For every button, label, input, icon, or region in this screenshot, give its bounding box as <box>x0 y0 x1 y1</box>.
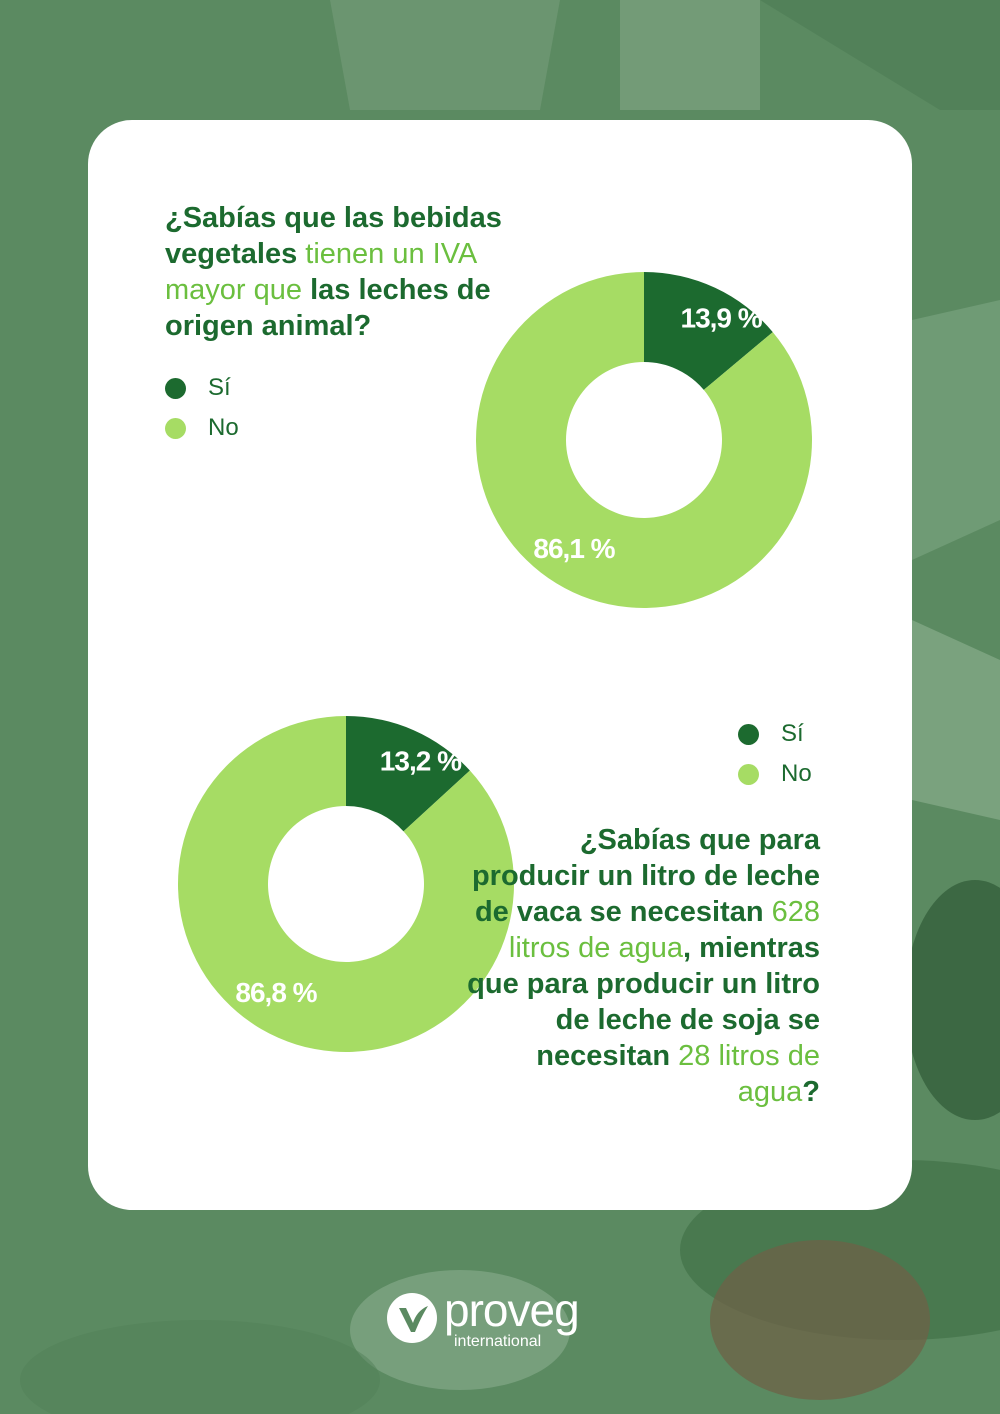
legend-dot-light <box>165 417 186 439</box>
legend-item-no: No <box>738 754 812 794</box>
question-text-part: 628 litros de agua <box>508 896 820 964</box>
legend-label-si: Sí <box>208 374 231 401</box>
donut-slice-no <box>476 272 812 608</box>
logo-subtitle: international <box>454 1333 542 1350</box>
question-2-text: ¿Sabías que para producir un litro de le… <box>458 822 820 1110</box>
donut-chart-1: 13,9 % 86,1 % <box>476 272 812 608</box>
question-text-part: ¿Sabías que para producir un litro de le… <box>471 824 820 928</box>
question-text-part: ¿Sabías que las bebidas vegetales <box>165 202 502 270</box>
logo-wordmark: proveg <box>444 1284 580 1336</box>
question-text-part: ? <box>802 1076 820 1108</box>
question-text-part: 28 litros de agua <box>678 1040 820 1108</box>
legend-item-si: Sí <box>165 368 239 408</box>
donut-slice-si <box>346 716 470 832</box>
legend-dot-dark <box>738 723 759 745</box>
donut-chart-2: 13,2 % 86,8 % <box>177 716 514 1052</box>
donut-label-no: 86,8 % <box>235 977 317 1008</box>
donut-slice-si <box>644 272 773 390</box>
donut-label-si: 13,2 % <box>380 745 462 776</box>
legend-1: Sí No <box>165 368 239 448</box>
question-text-part: , mientras que para producir un litro de… <box>467 932 820 1072</box>
content-card: ¿Sabías que las bebidas vegetales tienen… <box>88 120 912 1210</box>
legend-item-no: No <box>165 408 239 448</box>
legend-dot-dark <box>165 377 186 399</box>
donut-slice-no <box>177 716 514 1052</box>
question-text-part: tienen un IVA mayor que <box>165 238 476 306</box>
donut-label-no: 86,1 % <box>533 533 615 564</box>
leaf-v-icon <box>387 1293 437 1343</box>
legend-item-si: Sí <box>738 714 812 754</box>
legend-label-no: No <box>208 414 239 441</box>
legend-label-no: No <box>781 760 812 787</box>
question-1-text: ¿Sabías que las bebidas vegetales tienen… <box>165 200 505 344</box>
legend-label-si: Sí <box>781 720 804 747</box>
donut-label-si: 13,9 % <box>681 303 763 334</box>
legend-2: Sí No <box>738 714 812 794</box>
question-text-part: las leches de origen animal? <box>165 274 491 342</box>
proveg-logo: proveg international <box>386 1284 626 1360</box>
legend-dot-light <box>738 763 759 785</box>
